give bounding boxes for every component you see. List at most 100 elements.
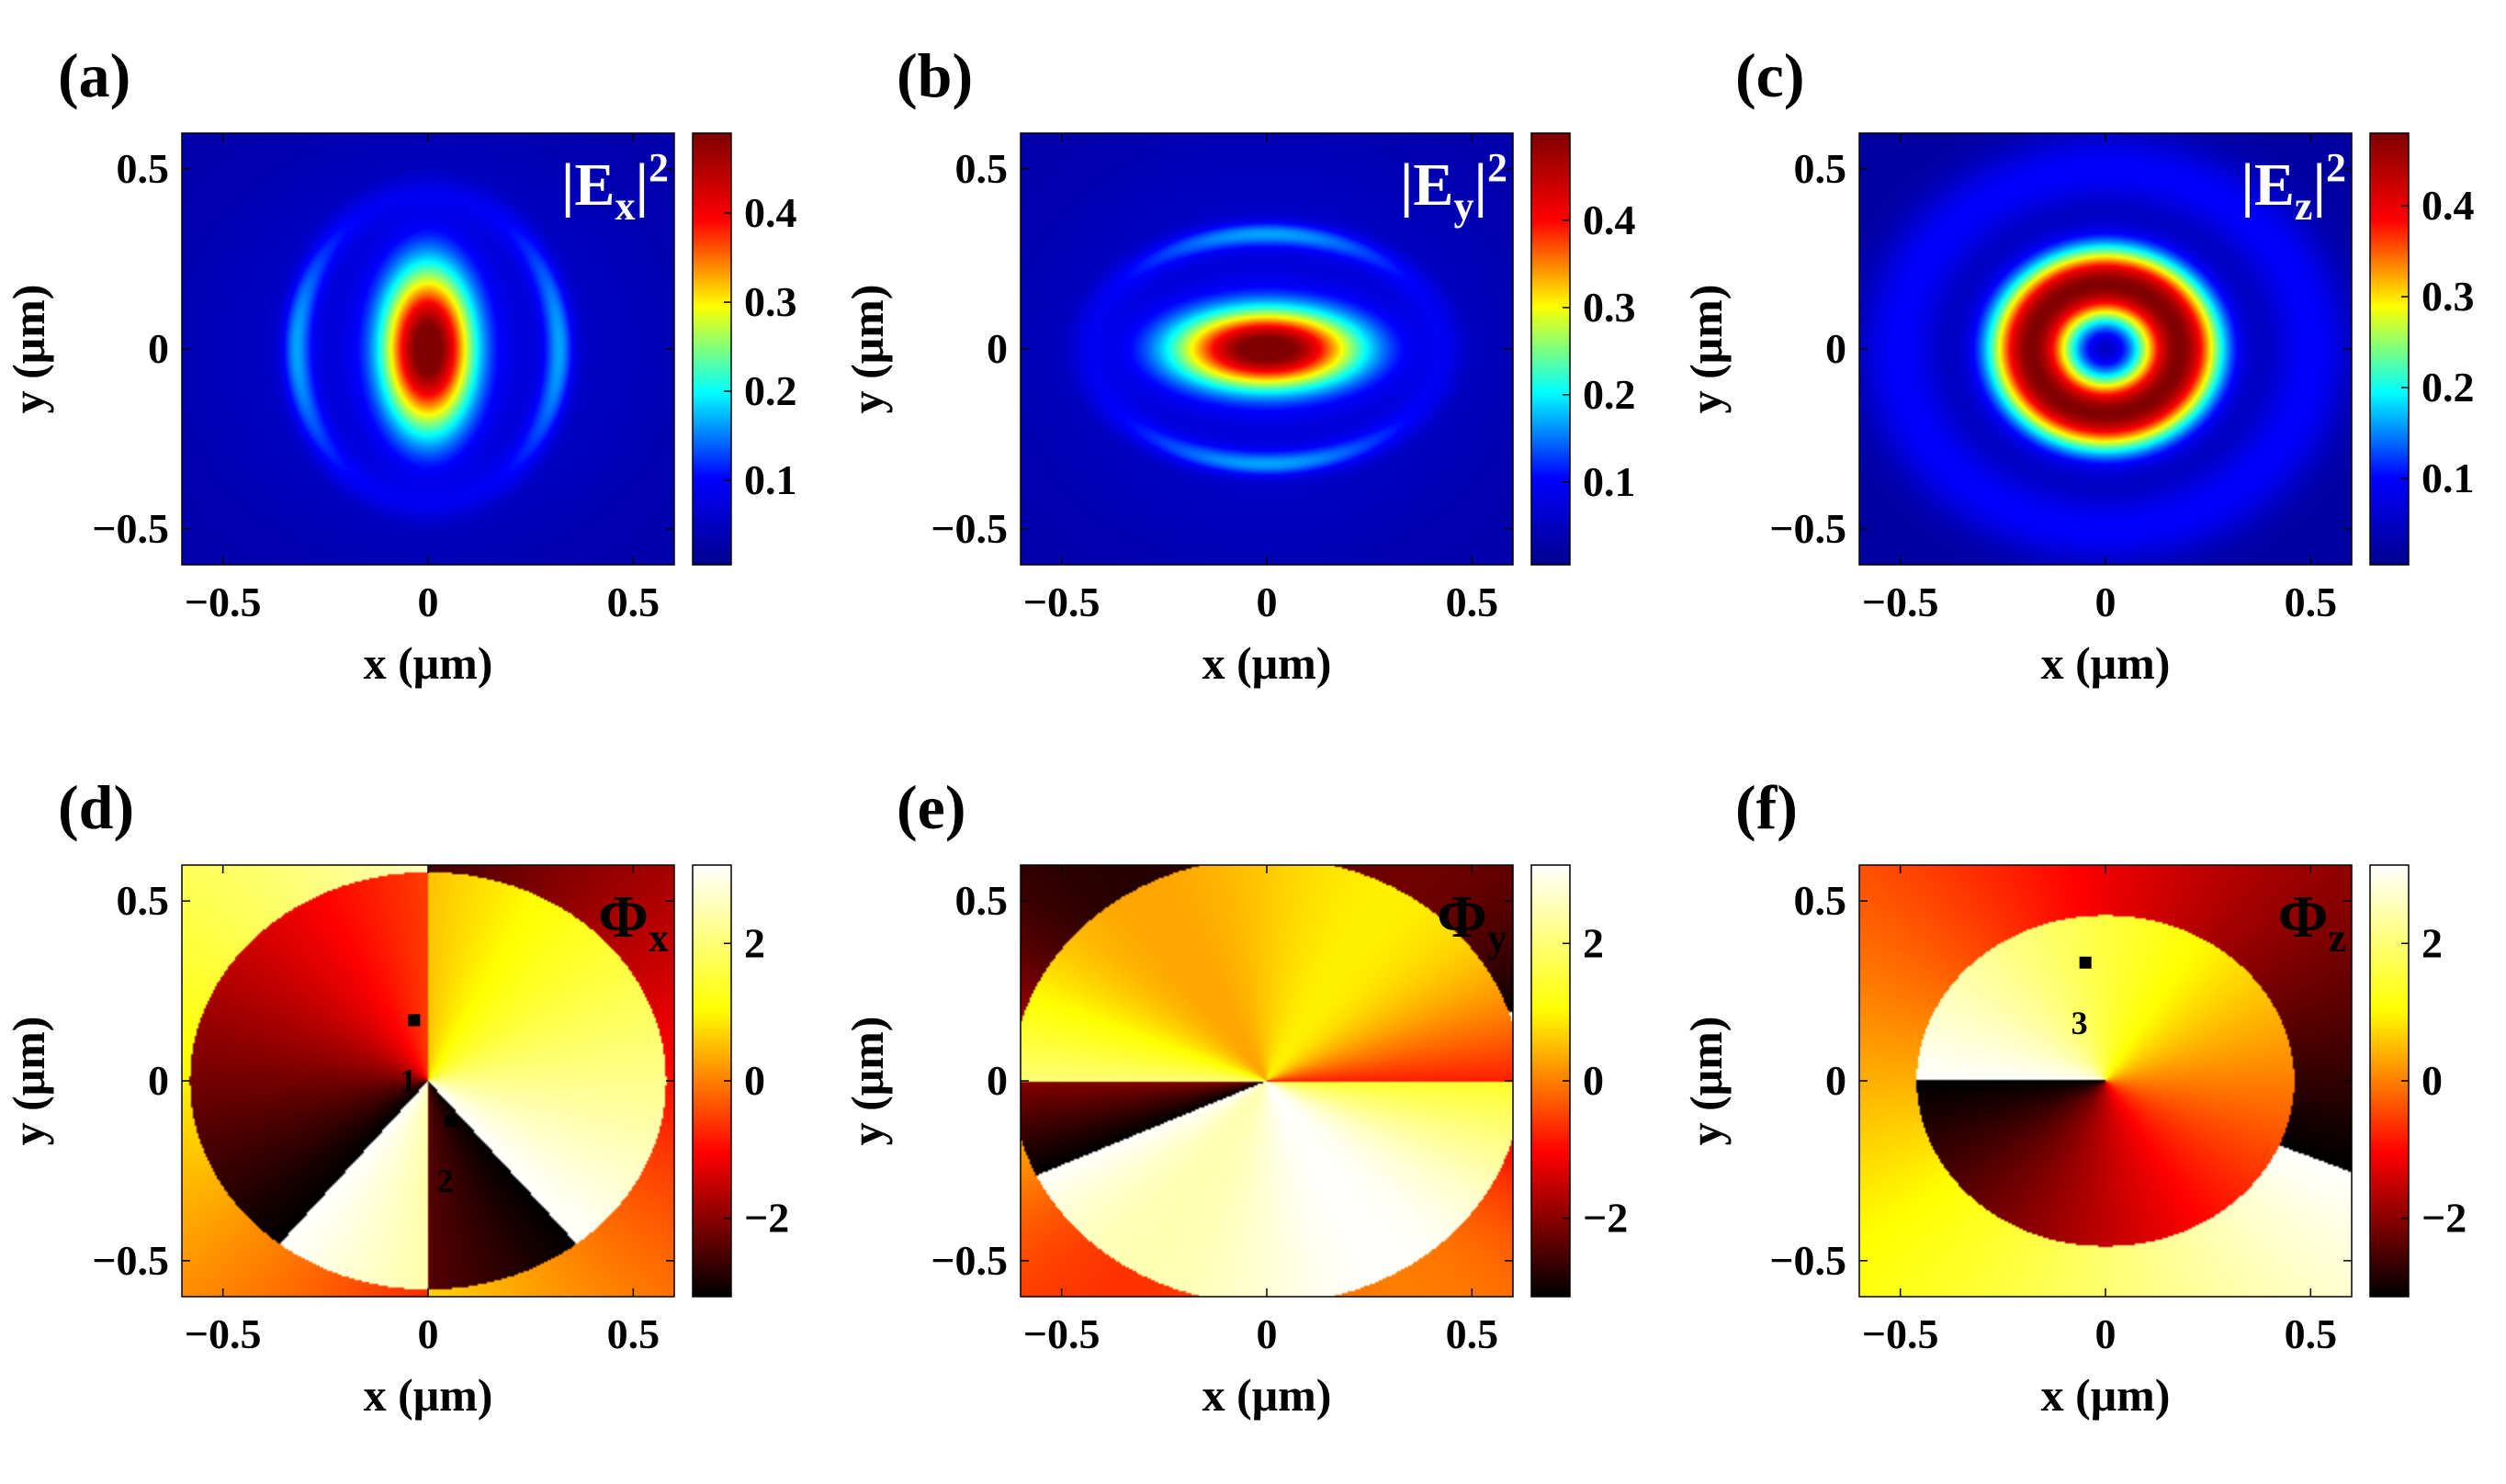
colorbar-tick-label: 0.2 [2421,364,2475,410]
panel-label: (a) [58,40,130,110]
colorbar-tick-label: 2 [744,919,765,966]
y-tick-label: −0.5 [931,1237,1008,1284]
colorbar-tick-label: 0 [2421,1057,2443,1104]
y-tick-label: 0.5 [1794,145,1847,192]
colorbar [693,133,731,565]
y-tick-label: −0.5 [92,1237,169,1284]
colorbar-tick-label: 0.4 [1583,197,1636,243]
field-label: Φy [1437,883,1507,961]
y-tick-label: −0.5 [92,505,169,552]
y-axis-label: y (μm) [841,1017,893,1146]
x-tick-label: 0 [1257,579,1278,625]
x-tick-label: 0.5 [607,1310,660,1357]
panel-label: (f) [1735,772,1798,842]
x-tick-label: −0.5 [1862,579,1939,625]
colorbar-tick-label: −2 [1583,1195,1628,1242]
y-axis-label: y (μm) [841,285,893,414]
panel-e: (e) −0.5 0 0.5 0.5 0 −0.5 x (μm) y (μm) Φy −2 0 2 [841,772,1628,1421]
y-tick-label: 0.5 [955,877,1009,924]
heatmap-a [182,133,674,565]
y-tick-label: 0 [148,1057,169,1104]
x-tick-label: −0.5 [1862,1310,1939,1357]
colorbar-tick-label: 0.3 [744,278,797,325]
x-tick-label: −0.5 [1023,1310,1101,1357]
colorbar-tick-label: 0.1 [2421,455,2475,501]
colorbar-frame [1530,132,1571,566]
colorbar-tick-label: 2 [2421,919,2443,966]
x-axis-label: x (μm) [364,637,493,689]
marker-label: 1 [400,1062,416,1098]
colorbar-tick-label: 0.1 [744,456,797,503]
y-tick-label: −0.5 [931,505,1008,552]
singularity-marker [2079,956,2092,969]
x-axis-label: x (μm) [1202,637,1332,689]
y-tick-label: 0.5 [117,877,170,924]
heatmap-f [1859,865,2352,1297]
y-axis-label: y (μm) [1680,1017,1732,1146]
x-axis-label: x (μm) [2041,637,2171,689]
field-label: |Ey|2 [1400,145,1507,229]
marker-label: 2 [437,1163,454,1199]
y-tick-label: 0.5 [955,145,1009,192]
x-tick-label: 0 [1257,1310,1278,1357]
colorbar-tick-label: 2 [1583,919,1604,966]
x-tick-label: 0.5 [1446,579,1499,625]
heatmap-e [1021,865,1513,1297]
colorbar-frame [2369,132,2410,566]
y-tick-label: 0.5 [1794,877,1847,924]
singularity-marker [445,1115,457,1128]
colorbar [1531,133,1570,565]
panel-c: (c) −0.5 0 0.5 0.5 0 −0.5 x (μm) y (μm) |Ez|2 0.1 0… [1680,40,2475,689]
y-tick-label: 0 [148,325,169,372]
panel-label: (c) [1735,40,1804,110]
y-tick-label: 0 [987,325,1008,372]
heatmap-c [1859,133,2352,565]
y-tick-label: 0 [1825,325,1846,372]
colorbar [2370,133,2409,565]
y-tick-label: −0.5 [1769,1237,1846,1284]
colorbar-tick-label: 0.4 [2421,182,2475,229]
colorbar-tick-label: 0 [1583,1057,1604,1104]
x-tick-label: 0 [418,1310,439,1357]
field-label: Φz [2278,883,2346,961]
x-axis-label: x (μm) [364,1369,493,1421]
x-tick-label: −0.5 [1023,579,1101,625]
marker-label: 3 [2071,1005,2088,1041]
colorbar-tick-label: −2 [2421,1195,2466,1242]
colorbar-tick-label: −2 [744,1195,789,1242]
heatmap-b [1021,133,1513,565]
colorbar-tick-label: 0.1 [1583,458,1636,505]
x-tick-label: 0.5 [2285,1310,2338,1357]
y-tick-label: 0 [1825,1057,1846,1104]
x-axis-label: x (μm) [2041,1369,2171,1421]
colorbar-tick-label: 0.3 [1583,284,1636,331]
panel-label: (b) [897,40,973,110]
panel-b: (b) −0.5 0 0.5 0.5 0 −0.5 x (μm) y (μm) |Ey|2 0.1 0… [841,40,1636,689]
y-axis-label: y (μm) [3,1017,54,1146]
x-tick-label: 0.5 [2285,579,2338,625]
colorbar-tick-label: 0.4 [744,189,797,236]
y-axis-label: y (μm) [3,285,54,414]
panel-label: (e) [897,772,965,842]
colorbar-tick-label: 0 [744,1057,765,1104]
panel-d: (d) −0.5 0 0.5 0.5 0 −0.5 x (μm) y (μm) Φx 1 2 −2 0 2 [3,772,789,1421]
y-tick-label: 0 [987,1057,1008,1104]
field-label: |Ex|2 [561,145,669,229]
x-tick-label: 0.5 [607,579,660,625]
field-label: Φx [598,883,669,961]
y-tick-label: −0.5 [1769,505,1846,552]
field-label: |Ez|2 [2241,145,2346,229]
x-tick-label: 0 [2095,1310,2117,1357]
colorbar-tick-label: 0.3 [2421,273,2475,320]
x-tick-label: −0.5 [185,579,262,625]
x-axis-label: x (μm) [1202,1369,1332,1421]
y-axis-label: y (μm) [1680,285,1732,414]
colorbar-tick-label: 0.2 [744,367,797,414]
colorbar-tick-label: 0.2 [1583,371,1636,418]
x-tick-label: 0.5 [1446,1310,1499,1357]
heatmap-d [182,865,674,1297]
panel-f: (f) −0.5 0 0.5 0.5 0 −0.5 x (μm) y (μm) Φz 3 −2 0 2 [1680,772,2466,1421]
panel-label: (d) [58,772,134,842]
